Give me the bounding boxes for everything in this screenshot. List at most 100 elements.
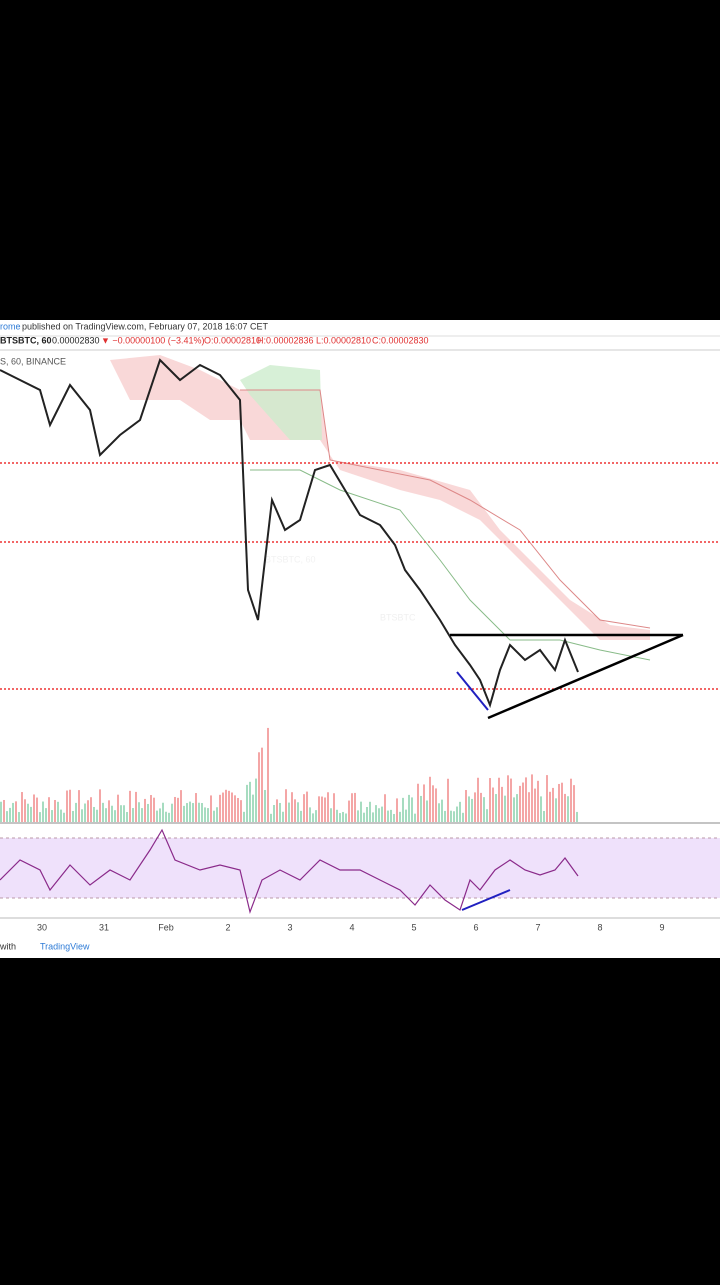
volume-bar: [348, 800, 350, 822]
volume-bar: [210, 795, 212, 822]
volume-bar: [171, 803, 173, 822]
volume-bar: [99, 789, 101, 822]
volume-bar: [27, 803, 29, 822]
symbol: BTSBTC, 60: [0, 335, 52, 345]
volume-bar: [486, 809, 488, 822]
volume-bar: [3, 799, 5, 822]
volume-bar: [447, 778, 449, 822]
volume-bar: [438, 803, 440, 822]
volume-bar: [351, 793, 353, 822]
volume-bar: [429, 776, 431, 822]
volume-bar: [60, 809, 62, 822]
volume-bar: [549, 791, 551, 822]
volume-bar: [513, 797, 515, 822]
volume-bar: [21, 792, 23, 822]
volume-bar: [225, 789, 227, 822]
volume-bar: [96, 809, 98, 822]
volume-bar: [42, 801, 44, 822]
volume-bar: [555, 798, 557, 822]
volume-bar: [432, 785, 434, 822]
cloud-green: [240, 365, 322, 440]
volume-bar: [207, 808, 209, 822]
volume-bar: [291, 792, 293, 822]
volume-bar: [537, 780, 539, 822]
low: L:0.00002810: [316, 335, 371, 345]
volume-bar: [114, 810, 116, 822]
volume-bar: [465, 789, 467, 822]
volume-bar: [396, 798, 398, 822]
volume-bar: [57, 801, 59, 822]
volume-bar: [240, 800, 242, 822]
volume-bar: [561, 782, 563, 822]
price-candles: [0, 358, 579, 709]
volume-bar: [48, 797, 50, 822]
volume-bar: [534, 788, 536, 822]
volume-bar: [156, 810, 158, 822]
time-label: 5: [411, 922, 416, 932]
volume-bar: [306, 791, 308, 822]
volume-bar: [507, 775, 509, 822]
rsi-line: [0, 828, 579, 915]
volume-bar: [6, 811, 8, 822]
volume-bar: [201, 803, 203, 822]
volume-bar: [39, 812, 41, 822]
volume-bar: [249, 781, 251, 822]
volume-bar: [111, 805, 113, 822]
volume-bar: [90, 797, 92, 822]
volume-bar: [528, 792, 530, 822]
volume-bar: [522, 782, 524, 822]
volume-bar: [417, 783, 419, 822]
volume-bar: [345, 813, 347, 822]
volume-bar: [15, 801, 17, 822]
volume-bar: [516, 794, 518, 822]
time-label: 6: [473, 922, 478, 932]
volume-bar: [450, 810, 452, 822]
volume-bar: [420, 795, 422, 822]
volume-bar: [267, 727, 269, 822]
volume-bar: [387, 810, 389, 822]
volume-bar: [531, 774, 533, 822]
volume-bar: [120, 805, 122, 822]
time-label: 4: [349, 922, 354, 932]
volume-bar: [546, 775, 548, 822]
volume-bar: [195, 793, 197, 822]
volume-bar: [222, 792, 224, 822]
volume-bar: [492, 787, 494, 822]
volume-bar: [231, 792, 233, 822]
volume-bar: [405, 809, 407, 822]
volume-bar: [426, 800, 428, 822]
high: H:0.00002836: [257, 335, 314, 345]
volume-bar: [414, 813, 416, 822]
footer-brand: TradingView: [40, 941, 90, 951]
volume-bar: [72, 810, 74, 822]
volume-bar: [330, 808, 332, 822]
chikou: [250, 469, 651, 661]
volume-bar: [81, 809, 83, 822]
volume-bar: [147, 803, 149, 822]
volume-bar: [495, 794, 497, 822]
volume-bar: [162, 802, 164, 822]
volume-bar: [129, 790, 131, 822]
volume-bar: [198, 802, 200, 822]
time-label: 9: [659, 922, 664, 932]
volume-bar: [423, 784, 425, 822]
time-label: 30: [37, 922, 47, 932]
volume-bar: [300, 810, 302, 822]
volume-bar: [498, 777, 500, 822]
volume-bar: [411, 797, 413, 822]
volume-bar: [315, 810, 317, 822]
volume-bar: [123, 805, 125, 822]
volume-bar: [141, 808, 143, 822]
time-label: Feb: [158, 922, 174, 932]
volume-bar: [357, 810, 359, 822]
volume-bar: [462, 812, 464, 822]
change: ▼ −0.00000100 (−3.41%): [101, 335, 204, 345]
volume-bar: [183, 805, 185, 822]
volume-bar: [363, 812, 365, 822]
volume-bar: [117, 794, 119, 822]
volume-bar: [408, 794, 410, 822]
volume-bar: [543, 810, 545, 822]
volume-bar: [234, 795, 236, 822]
volume-bar: [372, 812, 374, 822]
author: rome: [0, 321, 21, 331]
